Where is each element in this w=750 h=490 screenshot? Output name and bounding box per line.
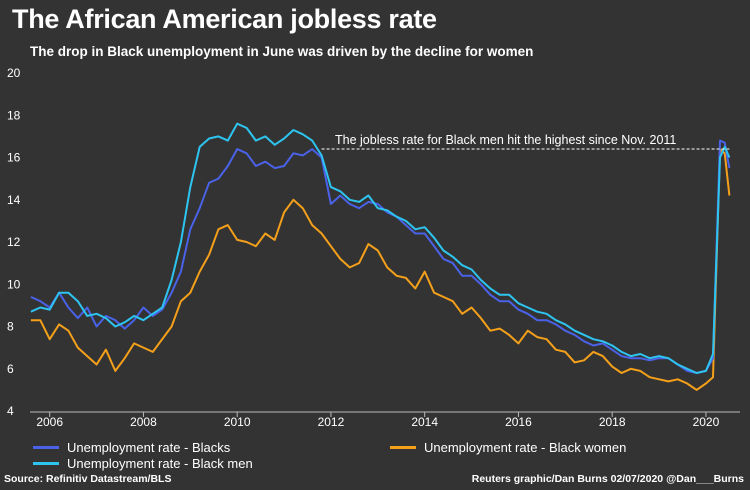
source-note: Source: Refinitiv Datastream/BLS [4,473,172,485]
y-tick-label: 10 [7,277,21,291]
y-tick-label: 4 [7,404,14,418]
x-axis: 2006 2008 2010 2012 2014 2016 2018 2020 [30,411,740,429]
legend-label-blacks: Unemployment rate - Blacks [67,440,231,455]
y-tick-label: 16 [7,151,21,165]
x-tick-label: 2010 [224,415,251,429]
legend-swatch-blacks [33,446,59,449]
x-tick-label: 2008 [130,415,157,429]
y-tick-label: 18 [7,108,21,122]
x-tick-label: 2020 [693,415,720,429]
y-tick-label: 8 [7,320,14,334]
x-tick-label: 2018 [599,415,626,429]
annotation-text: The jobless rate for Black men hit the h… [335,133,676,147]
legend-item-blacks: Unemployment rate - Blacks [33,440,230,455]
x-tick-label: 2012 [318,415,345,429]
credit-note: Reuters graphic/Dan Burns 02/07/2020 @Da… [471,473,744,485]
legend-item-black-men: Unemployment rate - Black men [33,456,253,471]
y-tick-label: 6 [7,362,14,376]
chart-subtitle: The drop in Black unemployment in June w… [30,44,534,59]
legend-label-black-women: Unemployment rate - Black women [424,440,627,455]
legend-swatch-black-women [390,446,416,449]
y-axis: 4 6 8 10 12 14 16 18 20 [7,66,21,418]
legend-label-black-men: Unemployment rate - Black men [67,456,253,471]
annotation-layer: The jobless rate for Black men hit the h… [321,133,730,150]
y-tick-label: 14 [7,193,21,207]
x-tick-label: 2016 [505,415,532,429]
x-tick-label: 2014 [411,415,438,429]
series-line-black-women [30,148,731,391]
series-line-black-men [30,122,731,374]
y-tick-label: 12 [7,235,21,249]
series-line-blacks [30,139,731,374]
y-tick-label: 20 [7,66,21,80]
series-layer [30,122,731,391]
x-tick-label: 2006 [36,415,63,429]
legend-swatch-black-men [33,462,59,465]
chart-title: The African American jobless rate [12,4,437,34]
legend-item-black-women: Unemployment rate - Black women [390,440,626,455]
